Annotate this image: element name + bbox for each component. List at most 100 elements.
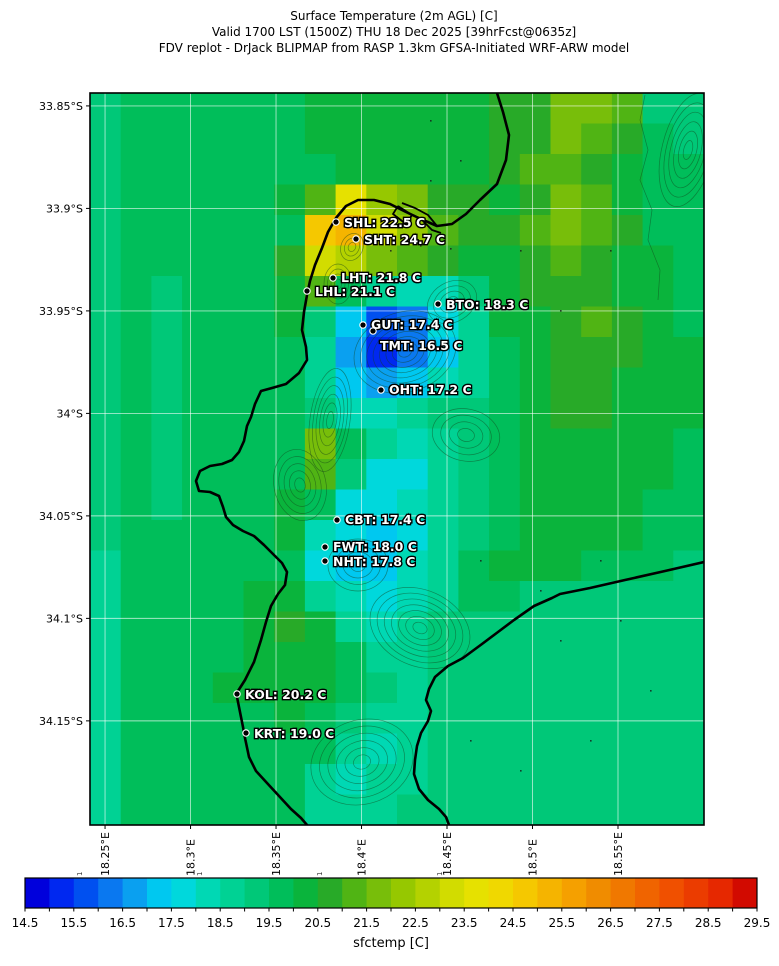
raster-cell bbox=[274, 672, 306, 704]
raster-cell bbox=[489, 550, 521, 582]
x-tick-label: 18.5°E bbox=[527, 839, 540, 876]
colorbar-tick-label: 29.5 bbox=[744, 916, 771, 930]
raster-cell bbox=[151, 764, 183, 796]
colorbar-segment bbox=[98, 878, 124, 908]
terrain-contours bbox=[273, 93, 704, 806]
raster-cell bbox=[427, 489, 459, 521]
terrain-contour-ring bbox=[391, 604, 449, 652]
colorbar-segment bbox=[708, 878, 734, 908]
raster-cell bbox=[489, 642, 521, 674]
raster-cell bbox=[458, 520, 490, 552]
raster-cell bbox=[182, 581, 214, 613]
colorbar-segment bbox=[73, 878, 99, 908]
raster-cell bbox=[397, 123, 429, 155]
raster-cell bbox=[304, 672, 337, 704]
colorbar-tick-label: 27.5 bbox=[646, 916, 673, 930]
raster-cell bbox=[673, 489, 704, 521]
colorbar-segment bbox=[220, 878, 246, 908]
raster-cell bbox=[182, 154, 214, 186]
raster-cell bbox=[581, 184, 613, 216]
raster-cell bbox=[427, 428, 459, 460]
raster-cell bbox=[427, 93, 459, 125]
colorbar-segment bbox=[366, 878, 392, 908]
colorbar-segment bbox=[439, 878, 465, 908]
raster-cell bbox=[335, 672, 367, 704]
raster-cell bbox=[611, 245, 644, 277]
colorbar-segment bbox=[171, 878, 197, 908]
raster-cell bbox=[151, 489, 183, 521]
colorbar-title: sfctemp [C] bbox=[353, 936, 429, 951]
terrain-contour-ring bbox=[336, 740, 388, 784]
terrain-contour-ring bbox=[330, 273, 346, 295]
raster-cell bbox=[212, 428, 245, 460]
raster-cell bbox=[90, 611, 122, 643]
raster-cell bbox=[427, 520, 459, 552]
raster-cell bbox=[489, 276, 521, 308]
raster-cell bbox=[581, 93, 613, 125]
raster-cell bbox=[182, 93, 214, 125]
raster-cell bbox=[274, 276, 306, 308]
raster-cell bbox=[550, 611, 582, 643]
terrain-contour-ring bbox=[366, 320, 444, 384]
terrain-contour-ring bbox=[335, 545, 381, 585]
colorbar-tick-label: 22.5 bbox=[402, 916, 429, 930]
raster-cell bbox=[519, 123, 552, 155]
y-tick-label: 34.1°S bbox=[46, 612, 83, 625]
terrain-contour-ring bbox=[398, 346, 412, 358]
y-tick-label: 34.05°S bbox=[39, 510, 83, 523]
raster-cell bbox=[212, 550, 245, 582]
colorbar-segment bbox=[537, 878, 563, 908]
y-tick-label: 33.9°S bbox=[46, 202, 83, 215]
terrain-contour-trail bbox=[639, 94, 661, 301]
raster-cell bbox=[182, 550, 214, 582]
raster-cell bbox=[519, 367, 552, 399]
raster-cell bbox=[120, 642, 152, 674]
colorbar-tick-label: 21.5 bbox=[353, 916, 380, 930]
terrain-contour-ring bbox=[283, 463, 317, 507]
raster-cell bbox=[335, 367, 367, 399]
station-label: KOL: 20.2 C bbox=[245, 687, 326, 702]
raster-cell bbox=[243, 245, 275, 277]
raster-cell bbox=[335, 642, 367, 674]
raster-cell bbox=[120, 672, 152, 704]
terrain-contour-ring bbox=[445, 296, 459, 308]
raster-cell bbox=[550, 428, 582, 460]
colorbar-segment bbox=[464, 878, 490, 908]
station-label: TMT: 16.5 C bbox=[380, 338, 463, 353]
raster-cell bbox=[151, 428, 183, 460]
raster-cell bbox=[120, 581, 152, 613]
raster-cell bbox=[90, 337, 122, 369]
colorbar-tick-label: 20.5 bbox=[304, 916, 331, 930]
raster-cell bbox=[611, 367, 644, 399]
raster-cell bbox=[397, 794, 429, 825]
terrain-contour-ring bbox=[273, 449, 327, 521]
raster-cell bbox=[611, 764, 644, 796]
raster-cell bbox=[274, 93, 306, 125]
raster-cell bbox=[489, 245, 521, 277]
raster-cell bbox=[182, 428, 214, 460]
terrain-contour-ring bbox=[398, 610, 442, 646]
raster-cell bbox=[673, 520, 704, 552]
contour-label-speck bbox=[600, 560, 602, 562]
plot-title-line3: FDV replot - DrJack BLIPMAP from RASP 1.… bbox=[159, 41, 629, 55]
raster-cell bbox=[458, 581, 490, 613]
raster-cell bbox=[642, 459, 674, 491]
plot-title-line1: Surface Temperature (2m AGL) [C] bbox=[290, 9, 497, 23]
x-tick-label: 18.35°E bbox=[270, 832, 283, 876]
raster-cell bbox=[212, 245, 245, 277]
raster-cell bbox=[489, 764, 521, 796]
raster-cell bbox=[243, 184, 275, 216]
raster-cell bbox=[120, 550, 152, 582]
raster-cell bbox=[90, 93, 122, 125]
raster-cell bbox=[611, 154, 644, 186]
raster-cell bbox=[366, 154, 398, 186]
terrain-contour-ring bbox=[678, 130, 698, 170]
raster-cell bbox=[182, 367, 214, 399]
raster-cell bbox=[366, 550, 398, 582]
raster-cell bbox=[243, 764, 275, 796]
colorbar-tick-label: 24.5 bbox=[500, 916, 527, 930]
station-marker bbox=[333, 516, 341, 524]
raster-cell bbox=[397, 520, 429, 552]
station-label: NHT: 17.8 C bbox=[333, 554, 415, 569]
raster-cell bbox=[581, 459, 613, 491]
